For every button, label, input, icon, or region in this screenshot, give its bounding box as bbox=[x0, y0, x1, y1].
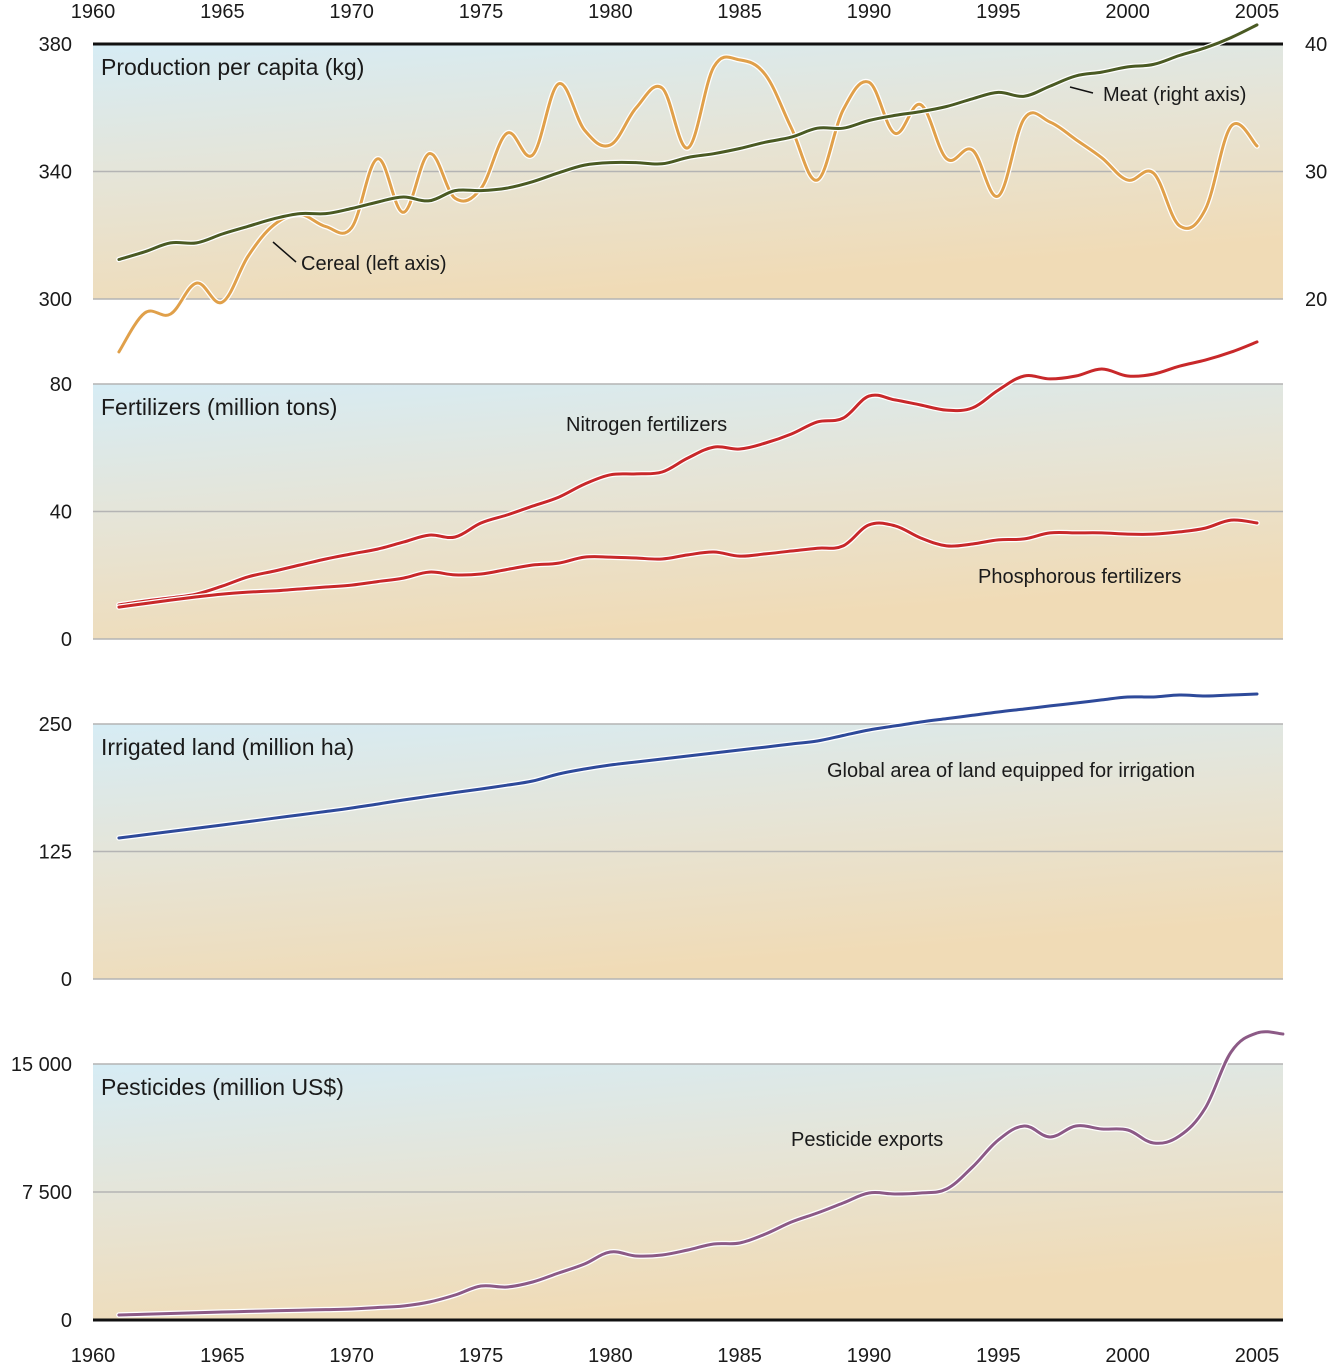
series-line-meat bbox=[117, 23, 1259, 261]
series-line-nitrogen-fertilizers bbox=[117, 340, 1259, 607]
annotation-irrigation: Global area of land equipped for irrigat… bbox=[827, 760, 1195, 782]
annotation-nitrogen: Nitrogen fertilizers bbox=[566, 414, 727, 436]
panel-title-fertilizers: Fertilizers (million tons) bbox=[101, 394, 337, 420]
ytick-left-fertilizers: 40 bbox=[50, 502, 72, 524]
xtick-bottom-1970: 1970 bbox=[329, 1345, 374, 1364]
ytick-left-production: 340 bbox=[39, 162, 72, 184]
annotation-pesticides: Pesticide exports bbox=[791, 1129, 943, 1151]
xtick-top-1975: 1975 bbox=[459, 1, 504, 23]
xtick-bottom-1990: 1990 bbox=[847, 1345, 892, 1364]
xtick-bottom-1965: 1965 bbox=[200, 1345, 245, 1364]
xtick-bottom-2005: 2005 bbox=[1235, 1345, 1280, 1364]
ytick-left-production: 300 bbox=[39, 289, 72, 311]
xtick-top-2000: 2000 bbox=[1105, 1, 1150, 23]
ytick-left-pesticides: 7 500 bbox=[22, 1182, 72, 1204]
xtick-bottom-1995: 1995 bbox=[976, 1345, 1021, 1364]
xtick-top-1990: 1990 bbox=[847, 1, 892, 23]
xtick-bottom-1985: 1985 bbox=[717, 1345, 762, 1364]
ytick-left-irrigation: 250 bbox=[39, 714, 72, 736]
xtick-top-1995: 1995 bbox=[976, 1, 1021, 23]
ytick-left-pesticides: 0 bbox=[61, 1310, 72, 1332]
series-line-cereal bbox=[117, 55, 1259, 354]
series-line-pesticide-exports bbox=[117, 1030, 1285, 1317]
meat-leader-line bbox=[1069, 86, 1094, 94]
xtick-bottom-1960: 1960 bbox=[71, 1345, 116, 1364]
series-line-phosphorous-fertilizers bbox=[117, 518, 1259, 609]
ytick-left-pesticides: 15 000 bbox=[11, 1054, 72, 1076]
ytick-left-fertilizers: 0 bbox=[61, 629, 72, 651]
ytick-right-production: 20 bbox=[1305, 289, 1327, 311]
xtick-top-2005: 2005 bbox=[1235, 1, 1280, 23]
xtick-bottom-1975: 1975 bbox=[459, 1345, 504, 1364]
ytick-right-production: 40 bbox=[1305, 34, 1327, 56]
ytick-left-irrigation: 0 bbox=[61, 969, 72, 991]
panel-title-irrigation: Irrigated land (million ha) bbox=[101, 734, 354, 760]
xtick-top-1965: 1965 bbox=[200, 1, 245, 23]
xtick-bottom-2000: 2000 bbox=[1105, 1345, 1150, 1364]
ytick-right-production: 30 bbox=[1305, 162, 1327, 184]
panel-title-pesticides: Pesticides (million US$) bbox=[101, 1074, 344, 1100]
annotation-phosphorous: Phosphorous fertilizers bbox=[978, 566, 1181, 588]
series-line-global-area-of-land-equipped-for-irrigation bbox=[117, 692, 1259, 840]
ytick-left-irrigation: 125 bbox=[39, 842, 72, 864]
ytick-left-fertilizers: 80 bbox=[50, 374, 72, 396]
xtick-top-1960: 1960 bbox=[71, 1, 116, 23]
ytick-left-production: 380 bbox=[39, 34, 72, 56]
xtick-top-1985: 1985 bbox=[717, 1, 762, 23]
annotation-cereal: Cereal (left axis) bbox=[301, 253, 447, 275]
xtick-bottom-1980: 1980 bbox=[588, 1345, 633, 1364]
cereal-leader-line bbox=[272, 241, 297, 263]
xtick-top-1970: 1970 bbox=[329, 1, 374, 23]
xtick-top-1980: 1980 bbox=[588, 1, 633, 23]
annotation-meat: Meat (right axis) bbox=[1103, 84, 1246, 106]
panel-title-production: Production per capita (kg) bbox=[101, 54, 364, 80]
